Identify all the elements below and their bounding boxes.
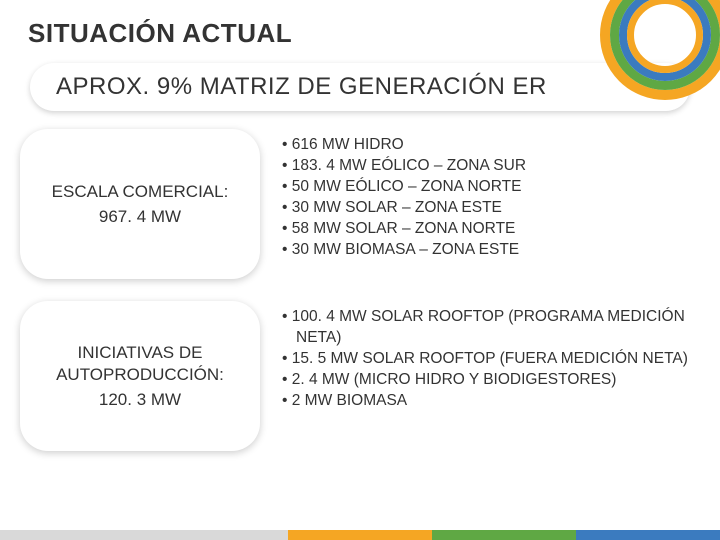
section-commercial: ESCALA COMERCIAL: 967. 4 MW 616 MW HIDRO… (0, 129, 720, 279)
bullets-selfproduction: 100. 4 MW SOLAR ROOFTOP (PROGRAMA MEDICI… (282, 301, 700, 412)
list-item: 183. 4 MW EÓLICO – ZONA SUR (282, 156, 700, 177)
list-item: 58 MW SOLAR – ZONA NORTE (282, 219, 700, 240)
list-item: 2. 4 MW (MICRO HIDRO Y BIODIGESTORES) (282, 370, 700, 391)
subtitle-pill: APROX. 9% MATRIZ DE GENERACIÓN ER (30, 63, 690, 111)
list-item: 100. 4 MW SOLAR ROOFTOP (PROGRAMA MEDICI… (282, 307, 700, 349)
list-item: 30 MW SOLAR – ZONA ESTE (282, 198, 700, 219)
card-selfproduction-value: 120. 3 MW (99, 390, 181, 410)
subtitle-text: APROX. 9% MATRIZ DE GENERACIÓN ER (56, 73, 547, 100)
card-selfproduction-title: INICIATIVAS DE AUTOPRODUCCIÓN: (32, 342, 248, 386)
card-commercial: ESCALA COMERCIAL: 967. 4 MW (20, 129, 260, 279)
page-title: SITUACIÓN ACTUAL (0, 0, 720, 49)
list-item: 50 MW EÓLICO – ZONA NORTE (282, 177, 700, 198)
card-selfproduction: INICIATIVAS DE AUTOPRODUCCIÓN: 120. 3 MW (20, 301, 260, 451)
list-item: 15. 5 MW SOLAR ROOFTOP (FUERA MEDICIÓN N… (282, 349, 700, 370)
card-commercial-value: 967. 4 MW (99, 207, 181, 227)
list-item: 30 MW BIOMASA – ZONA ESTE (282, 240, 700, 261)
footer-bar (0, 530, 720, 540)
bullets-commercial: 616 MW HIDRO 183. 4 MW EÓLICO – ZONA SUR… (282, 129, 700, 261)
card-commercial-title: ESCALA COMERCIAL: (52, 181, 229, 203)
list-item: 616 MW HIDRO (282, 135, 700, 156)
list-item: 2 MW BIOMASA (282, 391, 700, 412)
section-selfproduction: INICIATIVAS DE AUTOPRODUCCIÓN: 120. 3 MW… (0, 301, 720, 451)
